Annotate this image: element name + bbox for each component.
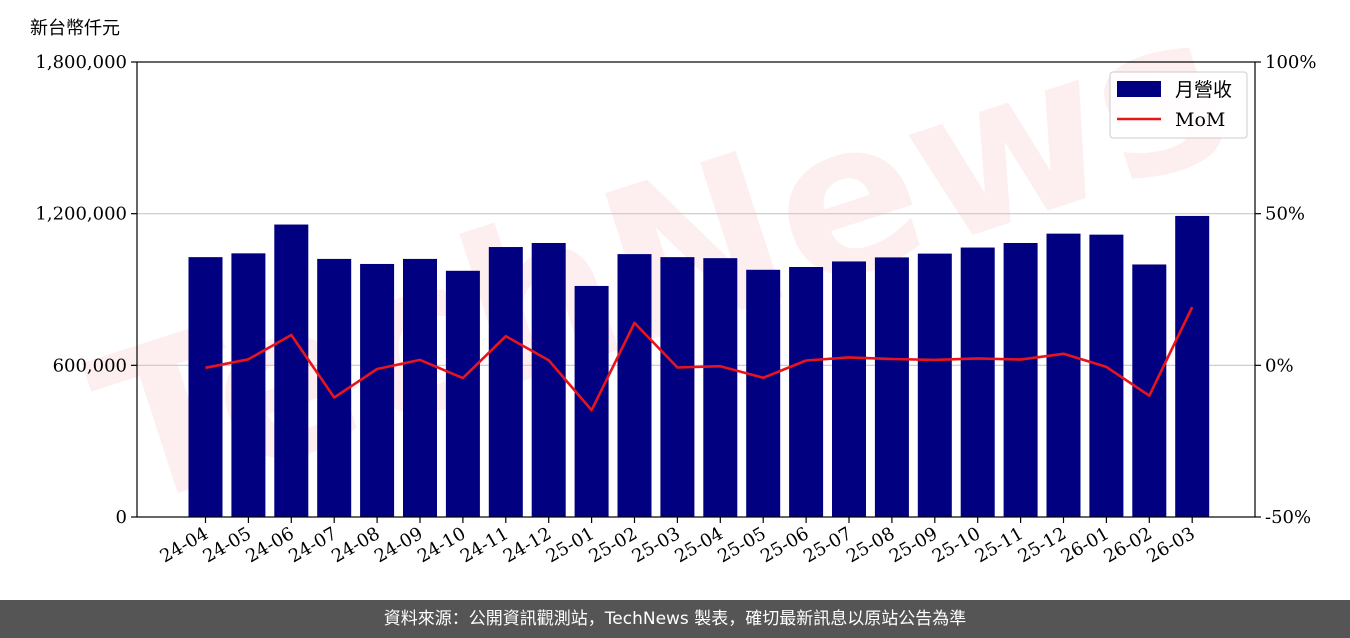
bar-24-12 xyxy=(531,242,566,517)
x-tick-label: 25-08 xyxy=(843,523,898,567)
y-left-tick-label: 1,800,000 xyxy=(35,52,127,73)
bar-25-04 xyxy=(703,258,738,517)
y-left-tick-label: 0 xyxy=(116,507,127,528)
source-footer: 資料來源：公開資訊觀測站，TechNews 製表，確切最新訊息以原站公告為準 xyxy=(0,600,1350,638)
legend-swatch-bar xyxy=(1117,81,1161,97)
legend-label-mom: MoM xyxy=(1175,109,1225,131)
bar-26-03 xyxy=(1175,215,1210,518)
x-tick-label: 26-02 xyxy=(1100,523,1155,567)
bar-24-08 xyxy=(360,263,395,517)
x-tick-label: 25-04 xyxy=(671,523,726,567)
y-right-tick-label: 100% xyxy=(1265,52,1316,73)
bar-24-10 xyxy=(445,270,480,517)
x-tick-label: 25-09 xyxy=(886,523,941,567)
x-tick-label: 24-06 xyxy=(242,523,297,567)
x-tick-label: 25-12 xyxy=(1015,523,1070,567)
y-axis-unit-label: 新台幣仟元 xyxy=(30,18,120,39)
y-left-tick-label: 1,200,000 xyxy=(35,204,127,225)
bar-25-09 xyxy=(917,253,952,517)
x-tick-label: 25-11 xyxy=(972,523,1027,567)
bar-25-08 xyxy=(874,257,909,517)
x-tick-label: 26-03 xyxy=(1143,523,1198,567)
x-tick-label: 25-03 xyxy=(628,523,683,567)
x-tick-label: 25-06 xyxy=(757,523,812,567)
bar-24-04 xyxy=(188,257,223,517)
x-tick-label: 24-08 xyxy=(328,523,383,567)
x-tick-label: 24-11 xyxy=(457,523,512,567)
bar-25-06 xyxy=(789,267,824,517)
x-tick-label: 26-01 xyxy=(1057,523,1112,567)
bar-25-01 xyxy=(574,285,609,517)
bar-25-03 xyxy=(660,257,695,517)
x-tick-label: 24-10 xyxy=(414,523,469,567)
y-right-tick-label: -50% xyxy=(1265,507,1311,528)
x-tick-label: 24-09 xyxy=(371,523,426,567)
y-left-tick-label: 600,000 xyxy=(53,355,127,376)
bar-24-05 xyxy=(231,253,266,517)
mom-line xyxy=(205,306,1194,412)
x-tick-label: 25-02 xyxy=(586,523,641,567)
bar-25-02 xyxy=(617,254,652,517)
revenue-chart: TechNews 0600,0001,200,0001,800,000-50%0… xyxy=(35,0,1316,567)
x-tick-label: 24-12 xyxy=(500,523,555,567)
bar-25-05 xyxy=(746,269,781,517)
x-tick-label: 25-05 xyxy=(714,523,769,567)
bar-25-07 xyxy=(832,261,866,517)
bar-25-10 xyxy=(960,247,995,518)
legend-label-revenue: 月營收 xyxy=(1175,79,1232,101)
y-right-tick-label: 0% xyxy=(1265,355,1294,376)
x-tick-label: 25-10 xyxy=(929,523,984,567)
bar-25-11 xyxy=(1003,242,1038,517)
bar-25-12 xyxy=(1046,233,1081,517)
y-right-tick-label: 50% xyxy=(1265,204,1305,225)
plot-frame xyxy=(136,61,1256,518)
bar-24-07 xyxy=(317,258,352,517)
x-tick-label: 25-07 xyxy=(800,523,855,567)
bar-26-02 xyxy=(1132,264,1167,517)
bar-24-06 xyxy=(274,224,309,517)
x-tick-label: 25-01 xyxy=(543,523,598,567)
x-tick-label: 24-07 xyxy=(285,523,340,567)
bar-24-09 xyxy=(403,258,437,517)
bar-24-11 xyxy=(488,247,523,518)
